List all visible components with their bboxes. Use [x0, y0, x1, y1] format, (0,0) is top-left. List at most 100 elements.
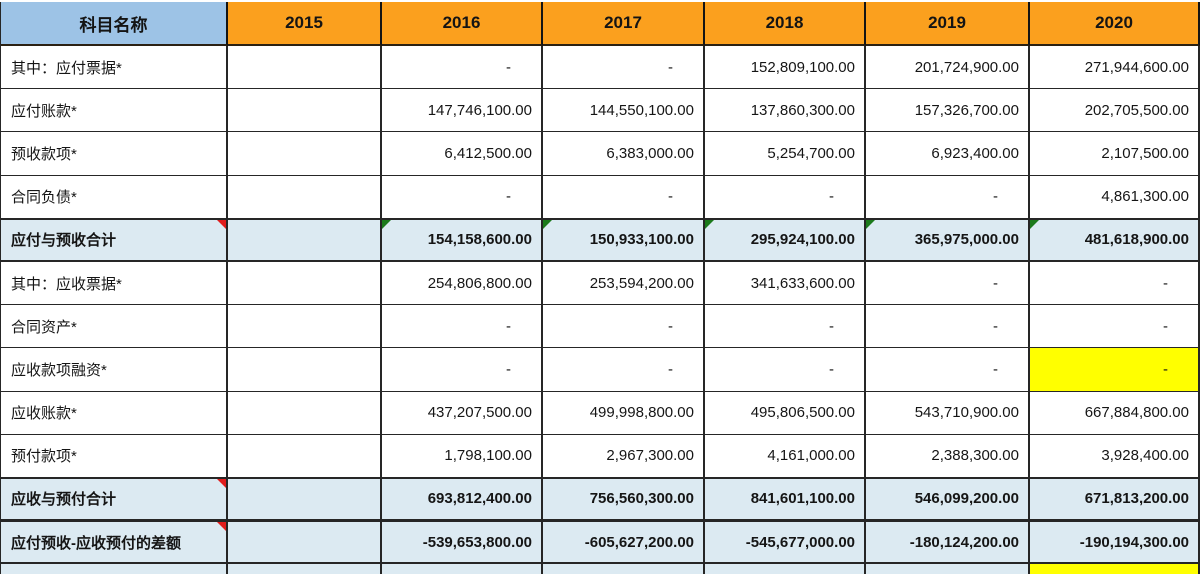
- value-cell-2020[interactable]: -: [1030, 261, 1200, 306]
- value-cell-2017[interactable]: 6,383,000.00: [543, 132, 705, 176]
- value-cell-2020[interactable]: 3,928,400.00: [1030, 434, 1200, 478]
- value-cell-2016[interactable]: 693,812,400.00: [382, 477, 543, 522]
- value-cell-2017[interactable]: 144,550,100.00: [543, 89, 705, 133]
- partial-cell[interactable]: [866, 564, 1030, 574]
- value-cell-2020[interactable]: 202,705,500.00: [1030, 89, 1200, 133]
- value-cell-2018[interactable]: 4,161,000.00: [705, 434, 866, 478]
- value-cell-2016[interactable]: -539,653,800.00: [382, 521, 543, 565]
- value-cell-2016[interactable]: 154,158,600.00: [382, 218, 543, 262]
- value-cell-2020[interactable]: 271,944,600.00: [1030, 46, 1200, 90]
- header-year-2018[interactable]: 2018: [705, 2, 866, 46]
- value-cell-2019[interactable]: 546,099,200.00: [866, 477, 1030, 522]
- value-cell-2020[interactable]: 667,884,800.00: [1030, 391, 1200, 435]
- value-cell-2020[interactable]: -190,194,300.00: [1030, 521, 1200, 565]
- value-cell-2017[interactable]: -: [543, 46, 705, 90]
- value-cell-2019[interactable]: 6,923,400.00: [866, 132, 1030, 176]
- value-cell-2019[interactable]: 365,975,000.00: [866, 218, 1030, 262]
- value-cell-2019[interactable]: -: [866, 305, 1030, 349]
- value-cell-2017[interactable]: 499,998,800.00: [543, 391, 705, 435]
- value-cell-2018[interactable]: 5,254,700.00: [705, 132, 866, 176]
- value-cell-2015[interactable]: [228, 218, 382, 262]
- value-cell-2019[interactable]: -: [866, 261, 1030, 306]
- value-cell-2016[interactable]: 1,798,100.00: [382, 434, 543, 478]
- value-cell-2016[interactable]: -: [382, 305, 543, 349]
- value-cell-2016[interactable]: -: [382, 46, 543, 90]
- value-cell-2015[interactable]: [228, 175, 382, 219]
- value-cell-2019[interactable]: -: [866, 175, 1030, 219]
- formula-indicator-icon: [1030, 219, 1039, 229]
- row-label-cell[interactable]: 应收与预付合计: [1, 477, 228, 522]
- value-cell-2019[interactable]: 2,388,300.00: [866, 434, 1030, 478]
- value-cell-2020[interactable]: 2,107,500.00: [1030, 132, 1200, 176]
- value-cell-2018[interactable]: 295,924,100.00: [705, 218, 866, 262]
- value-cell-2015[interactable]: [228, 391, 382, 435]
- value-cell-2019[interactable]: -: [866, 348, 1030, 392]
- value-cell-2016[interactable]: 254,806,800.00: [382, 261, 543, 306]
- value-cell-2017[interactable]: 756,560,300.00: [543, 477, 705, 522]
- value-cell-2020[interactable]: -: [1030, 305, 1200, 349]
- row-label-cell[interactable]: 应收款项融资*: [1, 348, 228, 392]
- value-cell-2019[interactable]: -180,124,200.00: [866, 521, 1030, 565]
- value-cell-2018[interactable]: 341,633,600.00: [705, 261, 866, 306]
- value-cell-2017[interactable]: -: [543, 305, 705, 349]
- formula-indicator-icon: [382, 219, 391, 229]
- value-cell-2017[interactable]: 150,933,100.00: [543, 218, 705, 262]
- value-cell-2015[interactable]: [228, 89, 382, 133]
- value-cell-2018[interactable]: 495,806,500.00: [705, 391, 866, 435]
- row-label-cell[interactable]: 预付款项*: [1, 434, 228, 478]
- partial-cell[interactable]: [543, 564, 705, 574]
- value-cell-2018[interactable]: -: [705, 348, 866, 392]
- row-label-cell[interactable]: 合同资产*: [1, 305, 228, 349]
- header-year-2019[interactable]: 2019: [866, 2, 1030, 46]
- header-year-2020[interactable]: 2020: [1030, 2, 1200, 46]
- partial-cell[interactable]: [705, 564, 866, 574]
- value-cell-2016[interactable]: -: [382, 175, 543, 219]
- row-label-cell[interactable]: 应收账款*: [1, 391, 228, 435]
- value-cell-2016[interactable]: 147,746,100.00: [382, 89, 543, 133]
- value-cell-2017[interactable]: 253,594,200.00: [543, 261, 705, 306]
- value-cell-2018[interactable]: -545,677,000.00: [705, 521, 866, 565]
- value-cell-2020[interactable]: 671,813,200.00: [1030, 477, 1200, 522]
- value-cell-2017[interactable]: -: [543, 175, 705, 219]
- value-cell-2015[interactable]: [228, 477, 382, 522]
- partial-cell-highlight[interactable]: [1030, 564, 1200, 574]
- row-label-cell[interactable]: 合同负债*: [1, 175, 228, 219]
- value-cell-2015[interactable]: [228, 434, 382, 478]
- row-label-cell[interactable]: 应付预收-应收预付的差额: [1, 521, 228, 565]
- row-label-cell[interactable]: 其中：应收票据*: [1, 261, 228, 306]
- value-cell-2019[interactable]: 543,710,900.00: [866, 391, 1030, 435]
- value-cell-2018[interactable]: -: [705, 175, 866, 219]
- value-cell-2016[interactable]: 6,412,500.00: [382, 132, 543, 176]
- value-cell-2018[interactable]: 152,809,100.00: [705, 46, 866, 90]
- partial-cell[interactable]: [1, 564, 228, 574]
- header-subject-name[interactable]: 科目名称: [1, 2, 228, 46]
- partial-cell[interactable]: [382, 564, 543, 574]
- value-cell-2015[interactable]: [228, 132, 382, 176]
- value-cell-2017[interactable]: -605,627,200.00: [543, 521, 705, 565]
- value-cell-2018[interactable]: 137,860,300.00: [705, 89, 866, 133]
- value-cell-2015[interactable]: [228, 521, 382, 565]
- row-label-cell[interactable]: 应付与预收合计: [1, 218, 228, 262]
- value-cell-2020[interactable]: 481,618,900.00: [1030, 218, 1200, 262]
- header-year-2017[interactable]: 2017: [543, 2, 705, 46]
- value-cell-2015[interactable]: [228, 305, 382, 349]
- partial-cell[interactable]: [228, 564, 382, 574]
- header-year-2015[interactable]: 2015: [228, 2, 382, 46]
- value-cell-2017[interactable]: 2,967,300.00: [543, 434, 705, 478]
- value-cell-2019[interactable]: 201,724,900.00: [866, 46, 1030, 90]
- value-cell-2015[interactable]: [228, 261, 382, 306]
- row-label-cell[interactable]: 其中：应付票据*: [1, 46, 228, 90]
- row-label-cell[interactable]: 应付账款*: [1, 89, 228, 133]
- header-year-2016[interactable]: 2016: [382, 2, 543, 46]
- value-cell-2015[interactable]: [228, 348, 382, 392]
- value-cell-2019[interactable]: 157,326,700.00: [866, 89, 1030, 133]
- value-cell-2018[interactable]: 841,601,100.00: [705, 477, 866, 522]
- value-cell-2016[interactable]: 437,207,500.00: [382, 391, 543, 435]
- value-cell-2018[interactable]: -: [705, 305, 866, 349]
- value-cell-2015[interactable]: [228, 46, 382, 90]
- value-cell-2020[interactable]: 4,861,300.00: [1030, 175, 1200, 219]
- row-label-cell[interactable]: 预收款项*: [1, 132, 228, 176]
- value-cell-2017[interactable]: -: [543, 348, 705, 392]
- value-cell-2016[interactable]: -: [382, 348, 543, 392]
- value-cell-2020[interactable]: -: [1030, 348, 1200, 392]
